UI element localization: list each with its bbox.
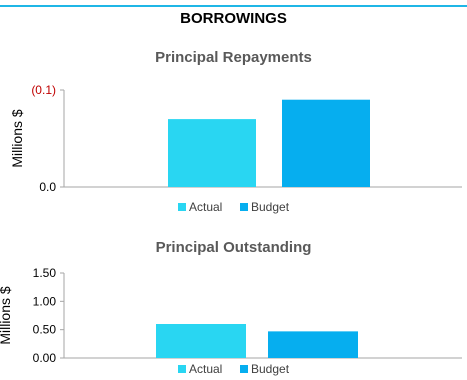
y-axis-label-repayments: Millions $ xyxy=(9,109,25,168)
chart-title-repayments: Principal Repayments xyxy=(155,49,312,66)
section-title: BORROWINGS xyxy=(180,10,287,27)
bar-budget-repayments xyxy=(282,99,370,187)
y-tick-label-outstanding: 0.50 xyxy=(33,323,57,337)
bar-actual-repayments xyxy=(168,119,256,187)
y-tick-label-repayments: 0.0 xyxy=(39,180,56,194)
bar-actual-outstanding xyxy=(156,324,246,358)
y-tick-label-outstanding: 1.50 xyxy=(33,266,57,280)
y-tick-label-repayments: (0.1) xyxy=(31,83,56,97)
bar-budget-outstanding xyxy=(268,331,358,358)
legend-label-actual-outstanding: Actual xyxy=(189,362,222,376)
legend-swatch-actual-outstanding xyxy=(178,365,186,373)
chart-title-outstanding: Principal Outstanding xyxy=(156,239,312,256)
legend-label-budget-repayments: Budget xyxy=(251,200,290,214)
legend-swatch-budget-outstanding xyxy=(240,365,248,373)
legend-label-budget-outstanding: Budget xyxy=(251,362,290,376)
y-tick-label-outstanding: 0.00 xyxy=(33,351,57,365)
y-axis-label-outstanding: Millions $ xyxy=(0,286,13,345)
legend-swatch-actual-repayments xyxy=(178,203,186,211)
legend-label-actual-repayments: Actual xyxy=(189,200,222,214)
legend-swatch-budget-repayments xyxy=(240,203,248,211)
header-rule xyxy=(0,5,467,7)
y-tick-label-outstanding: 1.00 xyxy=(33,294,57,308)
